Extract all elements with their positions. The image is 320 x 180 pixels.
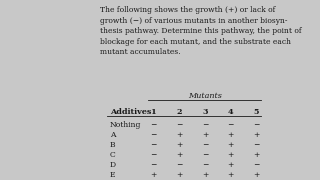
Text: +: +: [176, 171, 182, 179]
Text: 1: 1: [151, 108, 156, 116]
Text: +: +: [202, 171, 208, 179]
Text: +: +: [202, 131, 208, 139]
Text: 5: 5: [253, 108, 259, 116]
Text: D: D: [110, 161, 116, 169]
Text: +: +: [253, 171, 259, 179]
Text: +: +: [150, 171, 157, 179]
Text: −: −: [202, 121, 208, 129]
Text: Mutants: Mutants: [188, 92, 222, 100]
Text: −: −: [253, 161, 259, 169]
Text: +: +: [228, 131, 234, 139]
Text: −: −: [253, 141, 259, 149]
Text: −: −: [150, 141, 157, 149]
Text: 4: 4: [228, 108, 234, 116]
Text: +: +: [176, 151, 182, 159]
Text: E: E: [110, 171, 115, 179]
Text: +: +: [228, 161, 234, 169]
Text: −: −: [176, 121, 182, 129]
Text: −: −: [176, 161, 182, 169]
Text: −: −: [202, 161, 208, 169]
Text: −: −: [150, 121, 157, 129]
Text: A: A: [110, 131, 115, 139]
Text: 3: 3: [202, 108, 208, 116]
Text: +: +: [228, 151, 234, 159]
Text: +: +: [228, 141, 234, 149]
Text: Nothing: Nothing: [110, 121, 141, 129]
Text: 2: 2: [176, 108, 182, 116]
Text: −: −: [253, 121, 259, 129]
Text: −: −: [150, 161, 157, 169]
Text: +: +: [176, 131, 182, 139]
Text: +: +: [176, 141, 182, 149]
Text: −: −: [150, 131, 157, 139]
Text: The following shows the growth (+) or lack of
growth (−) of various mutants in a: The following shows the growth (+) or la…: [100, 6, 302, 56]
Text: Additives: Additives: [110, 108, 151, 116]
Text: B: B: [110, 141, 116, 149]
Text: +: +: [253, 131, 259, 139]
Text: C: C: [110, 151, 116, 159]
Text: +: +: [253, 151, 259, 159]
Text: −: −: [150, 151, 157, 159]
Text: −: −: [202, 141, 208, 149]
Text: −: −: [202, 151, 208, 159]
Text: +: +: [228, 171, 234, 179]
Text: −: −: [228, 121, 234, 129]
